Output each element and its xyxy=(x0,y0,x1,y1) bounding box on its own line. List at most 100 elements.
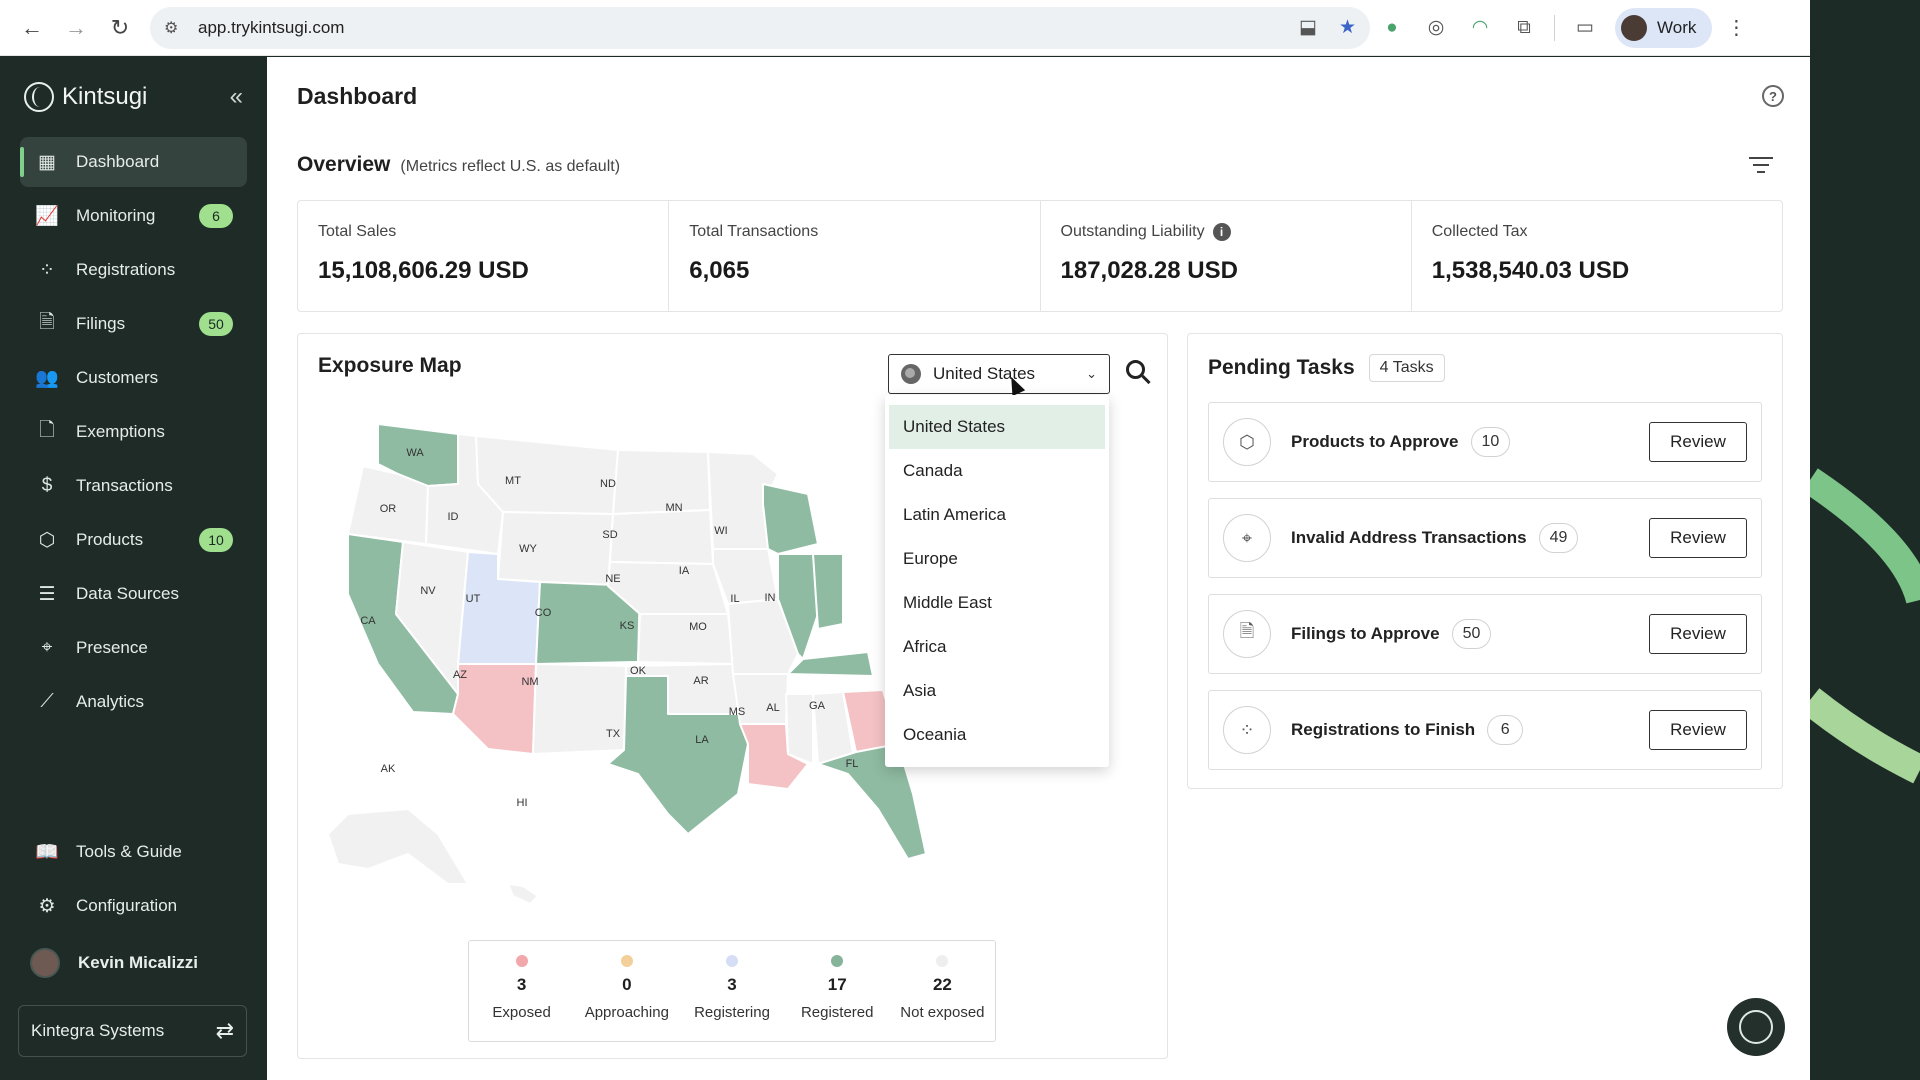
task-label: Products to Approve xyxy=(1291,432,1459,451)
metric-value: 1,538,540.03 USD xyxy=(1431,257,1630,284)
sidebar-item-data-sources[interactable]: ☰ Data Sources xyxy=(20,569,247,619)
chat-assistant-button[interactable] xyxy=(1727,998,1785,1056)
region-select[interactable]: United States ⌄ xyxy=(888,354,1110,394)
sidebar-item-presence[interactable]: ⌖ Presence xyxy=(20,623,247,673)
state-ms[interactable] xyxy=(785,693,814,765)
sidebar-item-transactions[interactable]: $ Transactions xyxy=(20,461,247,511)
region-option-canada[interactable]: Canada xyxy=(903,461,963,480)
forward-icon[interactable]: → xyxy=(65,14,87,40)
divider xyxy=(1554,14,1555,41)
sidebar-item-products[interactable]: ⬡ Products 10 xyxy=(20,515,247,565)
legend-item-approaching: 0 Approaching xyxy=(574,941,679,1041)
state-ks[interactable] xyxy=(637,613,734,665)
state-labels: WA OR CA NV ID MT WY UT CO AZ NM ND SD N… xyxy=(360,447,968,809)
user-profile[interactable]: Kevin Micalizzi xyxy=(20,935,247,991)
tasks-count-badge: 4 Tasks xyxy=(1368,354,1445,382)
sidebar-item-configuration[interactable]: ⚙ Configuration xyxy=(20,881,247,931)
back-icon[interactable]: ← xyxy=(21,14,43,40)
us-exposure-map[interactable]: WA OR CA NV ID MT WY UT CO AZ NM ND SD N… xyxy=(308,414,1008,914)
region-option-middle-east[interactable]: Middle East xyxy=(903,593,992,612)
state-wi[interactable] xyxy=(762,483,819,555)
legend-dot xyxy=(620,955,633,967)
collapse-sidebar-icon[interactable]: « xyxy=(229,83,243,110)
region-dropdown-menu: United States Canada Latin America Europ… xyxy=(885,395,1109,767)
state-nd[interactable] xyxy=(612,449,711,515)
task-count: 6 xyxy=(1487,715,1524,745)
metric-card: Total Transactions 6,065 xyxy=(669,201,1041,311)
region-option-africa[interactable]: Africa xyxy=(903,637,947,656)
globe-icon xyxy=(901,364,921,384)
review-button[interactable]: Review xyxy=(1649,518,1747,558)
extension-icon[interactable]: ● xyxy=(1386,16,1398,38)
state-mt[interactable] xyxy=(475,435,619,515)
state-sd[interactable] xyxy=(609,509,714,565)
sidebar-item-label: Transactions xyxy=(76,476,173,495)
help-icon[interactable]: ? xyxy=(1762,85,1784,107)
overview-title: Overview xyxy=(297,153,391,176)
zoom-icon[interactable] xyxy=(1126,360,1152,386)
state-fl[interactable] xyxy=(817,743,927,860)
sidebar-item-tools-guide[interactable]: 📖 Tools & Guide xyxy=(20,827,247,877)
sidebar-item-exemptions[interactable]: 🗋 Exemptions xyxy=(20,407,247,457)
sidebar-item-filings[interactable]: 🗎 Filings 50 xyxy=(20,299,247,349)
metric-label: Total Transactions xyxy=(689,223,819,240)
state-label: GA xyxy=(809,700,826,712)
exposure-map-title: Exposure Map xyxy=(318,354,462,377)
state-ak[interactable] xyxy=(327,808,469,885)
task-row: ⬡ Products to Approve 10 Review xyxy=(1208,402,1762,482)
sidebar-item-label: Products xyxy=(76,530,144,549)
state-label: IL xyxy=(730,593,739,605)
sidebar-item-monitoring[interactable]: 📈 Monitoring 6 xyxy=(20,191,247,241)
region-option-asia[interactable]: Asia xyxy=(903,681,937,700)
state-in[interactable] xyxy=(812,553,844,630)
region-option-oceania[interactable]: Oceania xyxy=(903,725,967,744)
state-tx[interactable] xyxy=(607,675,749,835)
region-option-united-states[interactable]: United States xyxy=(889,405,1105,449)
bookmark-star-icon[interactable]: ★ xyxy=(1338,17,1356,38)
extensions-puzzle-icon[interactable]: ⧉ xyxy=(1517,16,1531,38)
review-button[interactable]: Review xyxy=(1649,422,1747,462)
reload-icon[interactable]: ↻ xyxy=(110,14,130,40)
sidebar-item-customers[interactable]: 👥 Customers xyxy=(20,353,247,403)
task-row: ⌖ Invalid Address Transactions 49 Review xyxy=(1208,498,1762,578)
region-option-europe[interactable]: Europe xyxy=(903,549,958,568)
organization-switcher[interactable]: Kintegra Systems ⇄ xyxy=(18,1005,247,1057)
extension-icon[interactable]: ◠ xyxy=(1471,17,1489,38)
sidebar-item-dashboard[interactable]: ▦ Dashboard xyxy=(20,137,247,187)
state-mo[interactable] xyxy=(727,598,799,675)
info-icon[interactable]: i xyxy=(1212,223,1231,241)
kintsugi-logo-icon xyxy=(1739,1010,1773,1044)
tab-search-icon[interactable]: ▭ xyxy=(1576,17,1594,38)
state-ky[interactable] xyxy=(787,651,874,677)
metric-card: Outstanding Liability i 187,028.28 USD xyxy=(1041,201,1412,311)
dashboard-icon: ▦ xyxy=(38,151,56,173)
sidebar-item-label: Registrations xyxy=(76,260,176,279)
sidebar-item-analytics[interactable]: ⟋ Analytics xyxy=(20,677,247,727)
metric-label: Total Sales xyxy=(318,223,397,240)
transactions-icon: $ xyxy=(41,475,53,496)
extension-icon[interactable]: ◎ xyxy=(1427,17,1445,38)
address-bar[interactable]: ⚙ app.trykintsugi.com ⬓ ★ xyxy=(150,6,1370,49)
region-option-latin-america[interactable]: Latin America xyxy=(903,505,1006,524)
state-nm[interactable] xyxy=(532,663,627,755)
state-label: HI xyxy=(517,797,528,809)
sidebar-item-label: Data Sources xyxy=(76,584,179,603)
site-settings-icon[interactable]: ⚙ xyxy=(164,19,179,37)
install-app-icon[interactable]: ⬓ xyxy=(1299,17,1317,38)
task-label: Invalid Address Transactions xyxy=(1291,528,1527,547)
review-button[interactable]: Review xyxy=(1649,614,1747,654)
legend-dot xyxy=(515,955,528,967)
browser-toolbar: ← → ↻ ⚙ app.trykintsugi.com ⬓ ★ ● ◎ ◠ ⧉ … xyxy=(0,0,1810,56)
legend-count: 3 xyxy=(516,975,527,994)
task-count: 49 xyxy=(1538,523,1579,553)
sidebar-item-registrations[interactable]: ⁘ Registrations xyxy=(20,245,247,295)
browser-menu-icon[interactable]: ⋮ xyxy=(1726,17,1747,39)
document-edit-icon: 🗎 xyxy=(1223,610,1271,658)
profile-button[interactable]: Work xyxy=(1615,7,1713,48)
filter-icon[interactable] xyxy=(1749,157,1773,178)
count-badge: 6 xyxy=(199,204,233,228)
review-button[interactable]: Review xyxy=(1649,710,1747,750)
swap-icon[interactable]: ⇄ xyxy=(215,1018,234,1043)
state-hi[interactable] xyxy=(507,883,539,905)
state-wy[interactable] xyxy=(497,511,614,587)
